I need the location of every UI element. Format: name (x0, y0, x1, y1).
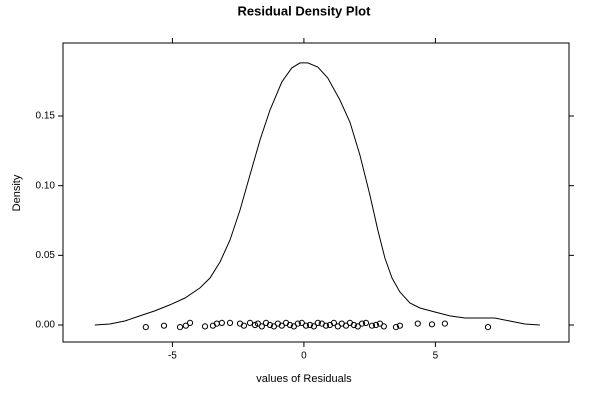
residual-point (428, 321, 436, 328)
residual-point (240, 322, 248, 329)
residual-point (294, 320, 301, 327)
residual-point (182, 322, 189, 329)
residual-point (306, 321, 314, 329)
x-axis-label: values of Residuals (256, 373, 352, 385)
residual-point (302, 322, 310, 329)
residual-point (201, 323, 209, 330)
chart-title: Residual Density Plot (238, 3, 372, 18)
y-tick-label: 0.05 (36, 250, 56, 261)
residual-point (362, 319, 370, 327)
y-tick-label: 0.10 (36, 180, 56, 191)
y-axis-label: Density (11, 174, 23, 211)
residual-point (330, 319, 337, 327)
residual-point (414, 320, 421, 327)
y-tick-label: 0.00 (36, 320, 56, 331)
residual-point (396, 322, 403, 329)
residual-point (310, 323, 317, 330)
residual-point (246, 319, 254, 327)
y-tick-label: 0.15 (36, 111, 56, 122)
residual-point (266, 321, 274, 329)
residual-point (322, 322, 330, 329)
density-curve (94, 62, 540, 326)
residual-point (372, 321, 380, 329)
plot-frame (62, 42, 570, 343)
residual-point (354, 323, 361, 330)
residual-point (258, 323, 265, 330)
x-tick-label: 0 (301, 351, 307, 362)
residual-point (251, 321, 259, 329)
residual-point (176, 323, 184, 331)
residual-point (286, 321, 294, 329)
residual-point (160, 322, 168, 329)
x-tick-label: -5 (168, 351, 177, 362)
residual-point (218, 319, 225, 327)
residual-point (278, 322, 285, 329)
residual-point (350, 321, 357, 329)
x-tick-label: 5 (433, 351, 439, 362)
residual-point (314, 319, 321, 327)
residual-point (142, 323, 149, 331)
residual-point (368, 322, 376, 329)
residual-point (380, 323, 387, 330)
residual-point (186, 319, 194, 327)
residual-point (298, 319, 305, 327)
residual-point (392, 323, 400, 331)
residual-point (484, 323, 492, 331)
residual-point (226, 319, 234, 327)
residual-point (441, 320, 448, 327)
residual-point (358, 320, 366, 327)
